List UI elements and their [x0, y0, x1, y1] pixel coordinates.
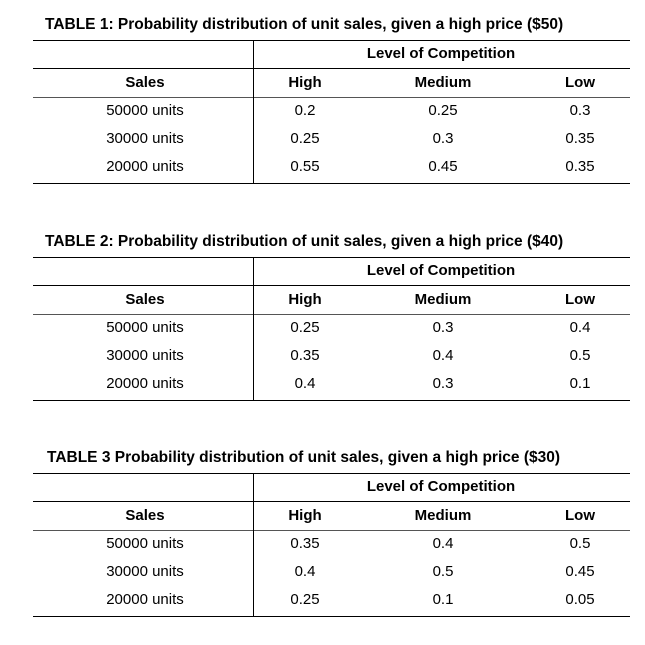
table-title: TABLE 1: Probability distribution of uni…: [45, 16, 564, 33]
cell: 20000 units: [106, 375, 184, 392]
rule: [33, 530, 630, 531]
cell: 30000 units: [106, 130, 184, 147]
rule: [33, 314, 630, 315]
column-header: High: [288, 291, 322, 308]
column-header: Sales: [125, 74, 165, 91]
group-header: Level of Competition: [366, 478, 516, 495]
column-header: Medium: [414, 507, 472, 524]
cell: 30000 units: [106, 563, 184, 580]
rule: [33, 473, 630, 474]
cell: 0.45: [565, 563, 595, 580]
column-divider: [253, 40, 254, 183]
rule: [33, 616, 630, 617]
table-title: TABLE 3 Probability distribution of unit…: [47, 449, 561, 466]
column-header: Low: [565, 74, 595, 91]
column-header: Sales: [125, 291, 165, 308]
cell: 0.3: [432, 375, 454, 392]
group-header: Level of Competition: [366, 45, 516, 62]
cell: 0.3: [569, 102, 591, 119]
rule: [33, 40, 630, 41]
cell: 0.1: [569, 375, 591, 392]
rule: [33, 68, 630, 69]
cell: 0.4: [432, 347, 454, 364]
cell: 0.45: [428, 158, 458, 175]
cell: 50000 units: [106, 102, 184, 119]
column-header: Low: [565, 507, 595, 524]
cell: 20000 units: [106, 591, 184, 608]
cell: 0.35: [290, 347, 320, 364]
cell: 0.3: [432, 319, 454, 336]
cell: 0.5: [569, 535, 591, 552]
table-title: TABLE 2: Probability distribution of uni…: [45, 233, 564, 250]
cell: 0.4: [294, 375, 316, 392]
cell: 30000 units: [106, 347, 184, 364]
cell: 0.5: [432, 563, 454, 580]
cell: 0.25: [290, 130, 320, 147]
cell: 50000 units: [106, 319, 184, 336]
cell: 0.25: [428, 102, 458, 119]
cell: 20000 units: [106, 158, 184, 175]
rule: [33, 257, 630, 258]
column-header: Low: [565, 291, 595, 308]
column-header: High: [288, 74, 322, 91]
rule: [33, 501, 630, 502]
group-header: Level of Competition: [366, 262, 516, 279]
column-header: High: [288, 507, 322, 524]
cell: 0.35: [290, 535, 320, 552]
cell: 50000 units: [106, 535, 184, 552]
rule: [33, 183, 630, 184]
cell: 0.4: [294, 563, 316, 580]
column-divider: [253, 257, 254, 400]
column-header: Sales: [125, 507, 165, 524]
cell: 0.55: [290, 158, 320, 175]
rule: [33, 400, 630, 401]
column-divider: [253, 473, 254, 616]
cell: 0.35: [565, 158, 595, 175]
cell: 0.35: [565, 130, 595, 147]
cell: 0.5: [569, 347, 591, 364]
cell: 0.25: [290, 319, 320, 336]
cell: 0.4: [432, 535, 454, 552]
rule: [33, 97, 630, 98]
cell: 0.05: [565, 591, 595, 608]
cell: 0.2: [294, 102, 316, 119]
column-header: Medium: [414, 74, 472, 91]
cell: 0.25: [290, 591, 320, 608]
cell: 0.1: [432, 591, 454, 608]
column-header: Medium: [414, 291, 472, 308]
cell: 0.3: [432, 130, 454, 147]
rule: [33, 285, 630, 286]
cell: 0.4: [569, 319, 591, 336]
